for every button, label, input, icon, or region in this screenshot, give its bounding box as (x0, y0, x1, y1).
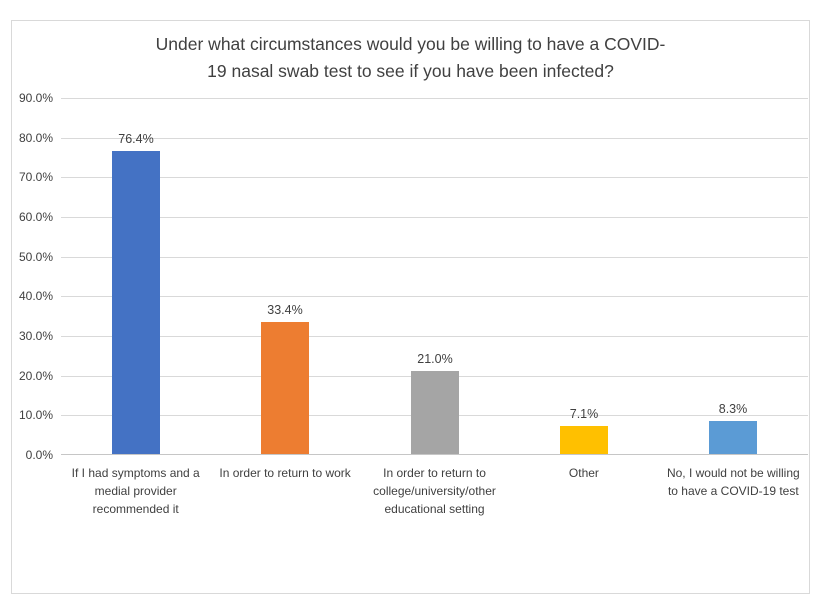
y-tick-label: 40.0% (18, 289, 53, 303)
y-tick-label: 90.0% (18, 91, 53, 105)
gridline (61, 296, 808, 297)
bar-value-label: 33.4% (267, 303, 303, 317)
gridline (61, 336, 808, 337)
x-category-label: If I had symptoms and a medial provider … (71, 466, 200, 516)
chart-frame: Under what circumstances would you be wi… (11, 20, 810, 594)
y-tick-label: 50.0% (18, 250, 53, 264)
gridline (61, 217, 808, 218)
y-tick-label: 80.0% (18, 131, 53, 145)
gridline (61, 257, 808, 258)
y-tick-label: 70.0% (18, 170, 53, 184)
gridline (61, 177, 808, 178)
bar-4 (560, 426, 608, 454)
gridline (61, 138, 808, 139)
bar-value-label: 7.1% (569, 407, 599, 421)
y-tick-label: 20.0% (18, 369, 53, 383)
bar-value-label: 21.0% (417, 352, 453, 366)
chart-title-line-2: 19 nasal swab test to see if you have be… (207, 61, 614, 81)
bar-1 (112, 151, 160, 454)
bar-5 (709, 421, 757, 454)
bar-value-label: 8.3% (718, 402, 748, 416)
chart-title: Under what circumstances would you be wi… (12, 31, 809, 85)
bar-value-label: 76.4% (118, 132, 154, 146)
x-category-label: No, I would not be willing to have a COV… (666, 466, 800, 498)
y-tick-label: 0.0% (25, 448, 53, 462)
x-axis-labels: If I had symptoms and a medial provider … (61, 464, 808, 518)
plot-area: 76.4% 33.4% 21.0% 7.1% 8.3% (61, 98, 808, 455)
x-axis-line (61, 454, 808, 455)
bar-3 (411, 371, 459, 454)
y-axis-labels: 0.0% 10.0% 20.0% 30.0% 40.0% 50.0% 60.0% 70.0% 8… (12, 91, 53, 462)
chart-title-line-1: Under what circumstances would you be wi… (155, 34, 666, 54)
x-category-label: In order to return to work (219, 466, 351, 480)
x-category-label: In order to return to college/university… (373, 466, 496, 516)
y-tick-label: 60.0% (18, 210, 53, 224)
y-tick-label: 10.0% (18, 408, 53, 422)
gridline (61, 98, 808, 99)
x-category-label: Other (568, 466, 599, 480)
bar-2 (261, 322, 309, 454)
y-tick-label: 30.0% (18, 329, 53, 343)
